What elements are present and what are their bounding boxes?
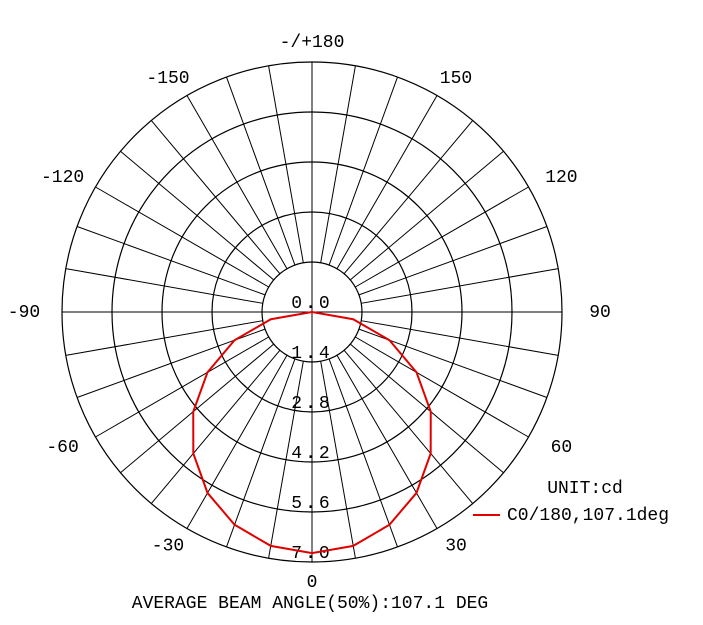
angle-tick-label: 90 (589, 303, 611, 323)
angle-tick-label: 120 (545, 168, 577, 188)
angle-tick-label: -30 (152, 537, 184, 557)
chart-title: AVERAGE BEAM ANGLE(50%):107.1 DEG (132, 594, 488, 614)
unit-label: UNIT:cd (547, 479, 623, 499)
ring (161, 161, 463, 463)
angle-tick-label: 30 (445, 537, 467, 557)
ring (211, 211, 413, 413)
angle-tick-label: -150 (146, 69, 189, 89)
r-tick-label: 1.4 (291, 344, 332, 364)
angle-tick-label: -/+180 (280, 33, 345, 53)
angle-tick-label: -60 (46, 438, 78, 458)
ring (61, 61, 563, 563)
ring (261, 261, 363, 363)
series-line (192, 310, 432, 555)
r-tick-label: 5.6 (291, 494, 332, 514)
r-tick-label: 4.2 (291, 444, 332, 464)
angle-tick-label: -120 (41, 168, 84, 188)
ring (111, 111, 513, 513)
legend-label: C0/180,107.1deg (507, 506, 669, 526)
r-tick-label: 2.8 (291, 394, 332, 414)
r-tick-label: 0.0 (291, 294, 332, 314)
angle-tick-label: 60 (551, 438, 573, 458)
angle-tick-label: 150 (440, 69, 472, 89)
angle-tick-label: 0 (307, 573, 318, 593)
angle-tick-label: -90 (8, 303, 40, 323)
